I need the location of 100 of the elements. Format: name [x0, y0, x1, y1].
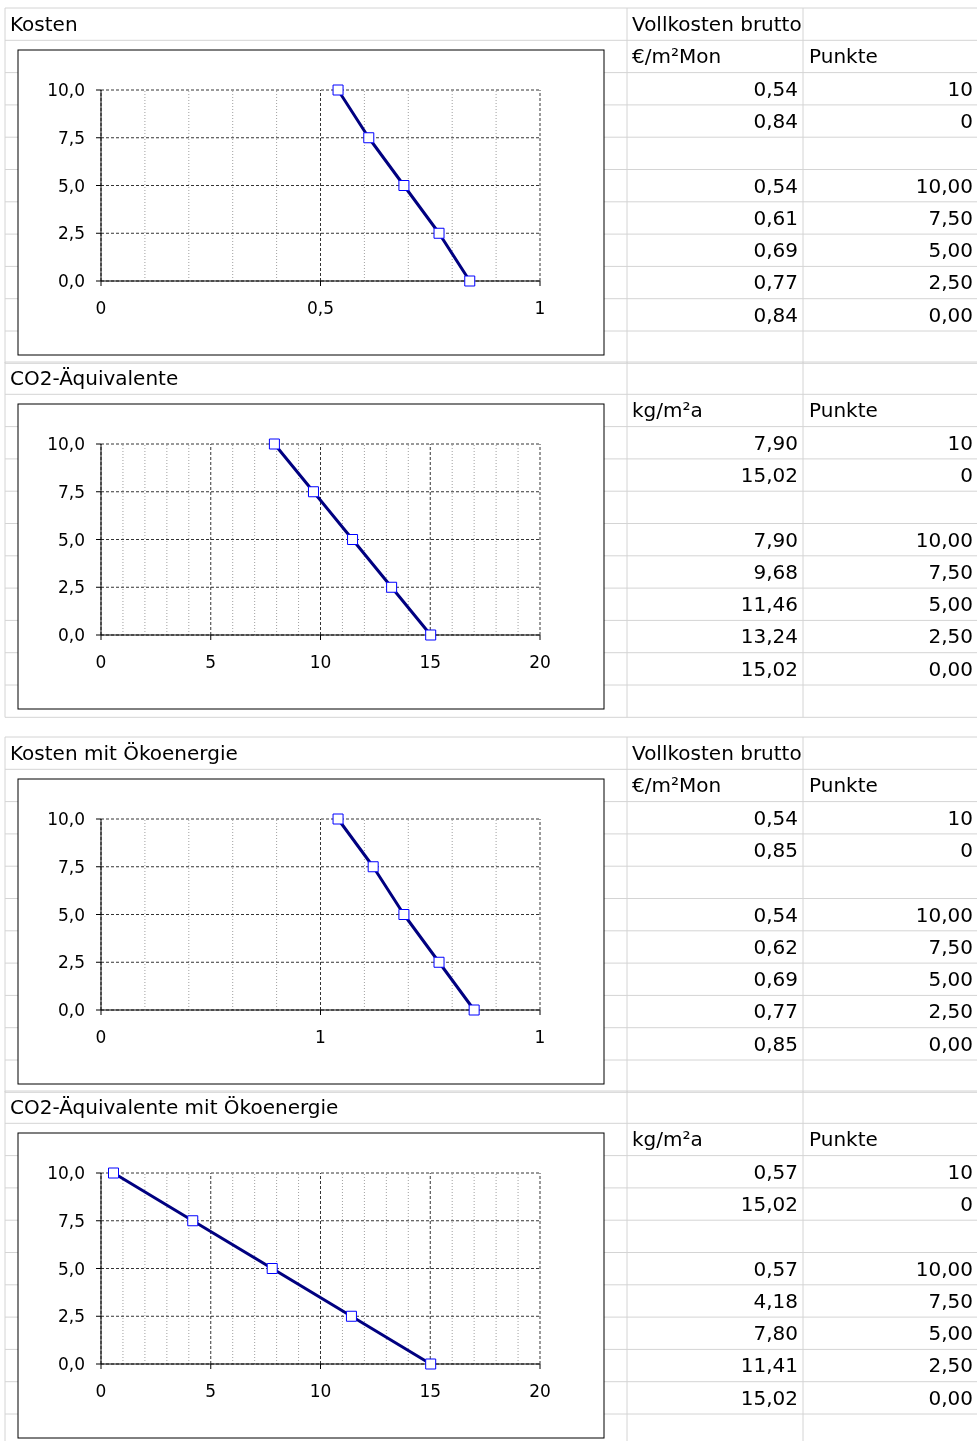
- text: 10: [947, 430, 973, 455]
- x-tick-label: 5: [205, 1381, 217, 1401]
- text: 5,00: [928, 238, 973, 263]
- y-tick-label: 0,0: [57, 1354, 85, 1374]
- text: 10,00: [915, 902, 973, 927]
- text: 5,00: [928, 1321, 973, 1346]
- x-tick-label: 0: [95, 298, 107, 318]
- y-tick-label: 5,0: [57, 904, 85, 925]
- x-tick-label: 10: [309, 652, 332, 672]
- text: 11,41: [740, 1353, 798, 1378]
- x-tick-label: 0: [95, 1027, 107, 1047]
- text: 10,00: [915, 527, 973, 552]
- x-tick-label: 20: [529, 1381, 551, 1401]
- text: 0,77: [753, 270, 798, 295]
- text: 0: [960, 1191, 973, 1216]
- text: 0,84: [753, 108, 798, 133]
- y-tick-label: 10,0: [47, 80, 85, 100]
- text: 2,50: [928, 1353, 973, 1378]
- text: 5,00: [928, 592, 973, 617]
- text: 0,54: [753, 902, 798, 927]
- text: 0,00: [928, 656, 973, 681]
- x-tick-label: 15: [419, 652, 442, 672]
- y-tick-label: 10,0: [47, 434, 85, 454]
- text: 0,84: [753, 302, 798, 327]
- text: Punkte: [809, 1127, 878, 1152]
- text: 7,50: [928, 559, 973, 584]
- text: 2,50: [928, 624, 973, 649]
- y-tick-label: 7,5: [57, 127, 85, 148]
- text: 0,57: [753, 1256, 798, 1281]
- x-tick-label: 0: [95, 1381, 107, 1401]
- x-tick-label: 1: [534, 1027, 546, 1047]
- chart-title: Kosten mit Ökoenergie: [10, 741, 238, 765]
- text: 15,02: [740, 1191, 798, 1216]
- text: 10,00: [915, 173, 973, 198]
- text: 0,85: [753, 1031, 798, 1056]
- text: 0,00: [928, 1385, 973, 1410]
- text: 7,80: [753, 1321, 798, 1346]
- text: 11,46: [740, 592, 798, 617]
- text: 0,85: [753, 837, 798, 862]
- text: 10: [947, 805, 973, 830]
- x-tick-label: 0,5: [306, 298, 335, 318]
- text: 15,02: [740, 656, 798, 681]
- y-tick-label: 5,0: [57, 1258, 85, 1279]
- text: 0: [960, 462, 973, 487]
- x-tick-label: 0: [95, 652, 107, 672]
- y-tick-label: 7,5: [57, 481, 85, 502]
- text: 5,00: [928, 967, 973, 992]
- text: 15,02: [740, 1385, 798, 1410]
- x-tick-label: 20: [529, 652, 551, 672]
- y-tick-label: 5,0: [57, 529, 85, 550]
- y-tick-label: 5,0: [57, 175, 85, 196]
- y-tick-label: 7,5: [57, 856, 85, 877]
- text: kg/m²a: [632, 398, 703, 423]
- text: 10: [947, 1159, 973, 1184]
- text: 0,54: [753, 805, 798, 830]
- x-tick-label: 15: [419, 1381, 442, 1401]
- text: 10,00: [915, 1256, 973, 1281]
- y-tick-label: 10,0: [47, 1163, 85, 1183]
- text: Punkte: [809, 773, 878, 798]
- text: 0,57: [753, 1159, 798, 1184]
- y-tick-label: 2,5: [57, 223, 85, 244]
- x-tick-label: 1: [534, 298, 546, 318]
- text: 2,50: [928, 999, 973, 1024]
- y-tick-label: 0,0: [57, 1000, 85, 1020]
- text: 0: [960, 108, 973, 133]
- text: 9,68: [753, 559, 798, 584]
- chart-title: CO2-Äquivalente: [10, 366, 179, 390]
- text: 7,90: [753, 527, 798, 552]
- text: Punkte: [809, 44, 878, 69]
- text: Vollkosten brutto: [632, 12, 802, 36]
- x-tick-label: 1: [315, 1027, 326, 1047]
- text: 7,90: [753, 430, 798, 455]
- text: 7,50: [928, 1288, 973, 1313]
- text: 2,50: [928, 270, 973, 295]
- text: 0,54: [753, 173, 798, 198]
- text: 0,00: [928, 302, 973, 327]
- y-tick-label: 0,0: [57, 271, 85, 291]
- y-tick-label: 2,5: [57, 577, 85, 598]
- text: 7,50: [928, 934, 973, 959]
- text: 15,02: [740, 462, 798, 487]
- text: 4,18: [753, 1288, 798, 1313]
- text: Punkte: [809, 398, 878, 423]
- x-tick-label: 10: [309, 1381, 332, 1401]
- chart-title: Kosten: [10, 12, 78, 36]
- text: €/m²Mon: [632, 773, 722, 798]
- y-tick-label: 2,5: [57, 1306, 85, 1327]
- x-tick-label: 5: [205, 652, 217, 672]
- y-tick-label: 0,0: [57, 625, 85, 645]
- y-tick-label: 7,5: [57, 1210, 85, 1231]
- y-tick-label: 2,5: [57, 952, 85, 973]
- text: €/m²Mon: [632, 44, 722, 69]
- text: 0,69: [753, 238, 798, 263]
- text: 7,50: [928, 205, 973, 230]
- text: 0: [960, 837, 973, 862]
- text: 10: [947, 76, 973, 101]
- chart-title: CO2-Äquivalente mit Ökoenergie: [10, 1095, 339, 1119]
- text: 0,54: [753, 76, 798, 101]
- y-tick-label: 10,0: [47, 809, 85, 829]
- text: 0,00: [928, 1031, 973, 1056]
- text: kg/m²a: [632, 1127, 703, 1152]
